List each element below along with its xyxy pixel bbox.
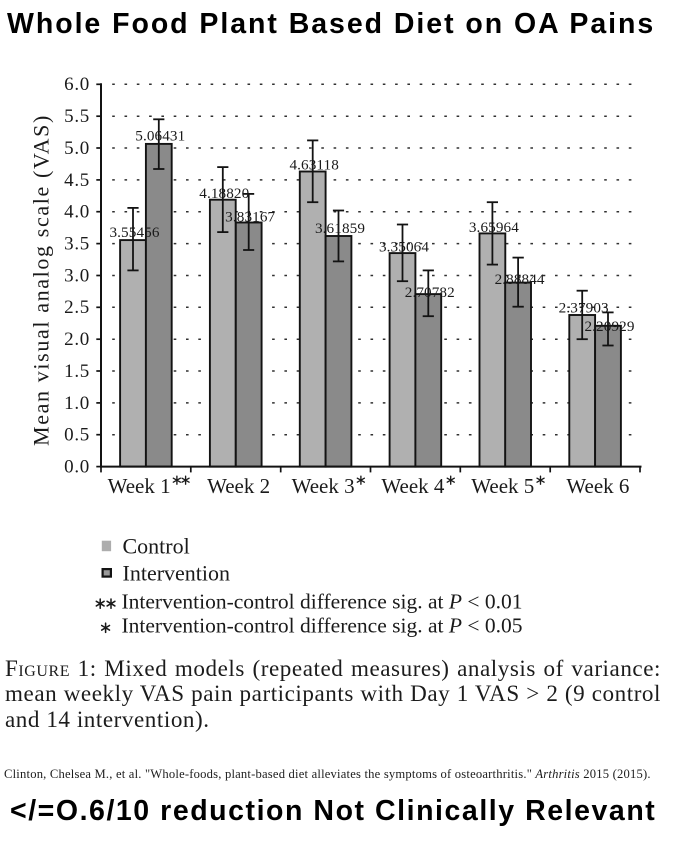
svg-text:4.63118: 4.63118 [289, 156, 339, 173]
svg-text:Week 3: Week 3 [292, 474, 355, 498]
svg-text:2.70782: 2.70782 [405, 284, 455, 301]
svg-text:2.5: 2.5 [64, 297, 90, 318]
svg-text:Week 2: Week 2 [207, 474, 270, 498]
svg-text:Intervention-control differenc: Intervention-control difference sig. at … [122, 590, 523, 614]
svg-text:Week 6: Week 6 [566, 474, 629, 498]
svg-text:3.83167: 3.83167 [225, 208, 275, 225]
svg-text:2.0: 2.0 [64, 329, 90, 350]
svg-text:1.5: 1.5 [64, 361, 90, 382]
svg-text:3.0: 3.0 [64, 265, 90, 286]
svg-text:Week 4: Week 4 [381, 474, 445, 498]
svg-text:2.37903: 2.37903 [559, 300, 609, 317]
svg-text:3.61859: 3.61859 [315, 220, 365, 237]
svg-text:3.5: 3.5 [64, 234, 90, 255]
svg-text:Mean visual analog scale (VAS): Mean visual analog scale (VAS) [28, 114, 53, 446]
svg-text:2.88844: 2.88844 [495, 271, 545, 288]
svg-text:4.5: 4.5 [64, 170, 90, 191]
svg-text:Control: Control [123, 533, 190, 558]
svg-text:3.55456: 3.55456 [109, 224, 159, 241]
svg-text:Week 5: Week 5 [471, 474, 534, 498]
svg-text:Week 1: Week 1 [108, 474, 171, 498]
svg-text:Intervention: Intervention [123, 560, 231, 585]
svg-text:1.0: 1.0 [64, 393, 90, 414]
svg-text:5.0: 5.0 [64, 138, 90, 159]
svg-text:5.5: 5.5 [64, 106, 90, 127]
svg-text:3.65964: 3.65964 [469, 219, 519, 236]
svg-text:4.0: 4.0 [64, 202, 90, 223]
svg-text:6.0: 6.0 [64, 74, 90, 95]
svg-text:5.06431: 5.06431 [135, 127, 185, 144]
svg-text:Intervention-control differenc: Intervention-control difference sig. at … [122, 614, 523, 638]
svg-text:3.35064: 3.35064 [379, 239, 429, 256]
svg-text:0.5: 0.5 [64, 425, 90, 446]
svg-text:4.18820: 4.18820 [199, 185, 249, 202]
svg-text:0.0: 0.0 [64, 457, 90, 478]
svg-text:2.20929: 2.20929 [584, 318, 634, 335]
